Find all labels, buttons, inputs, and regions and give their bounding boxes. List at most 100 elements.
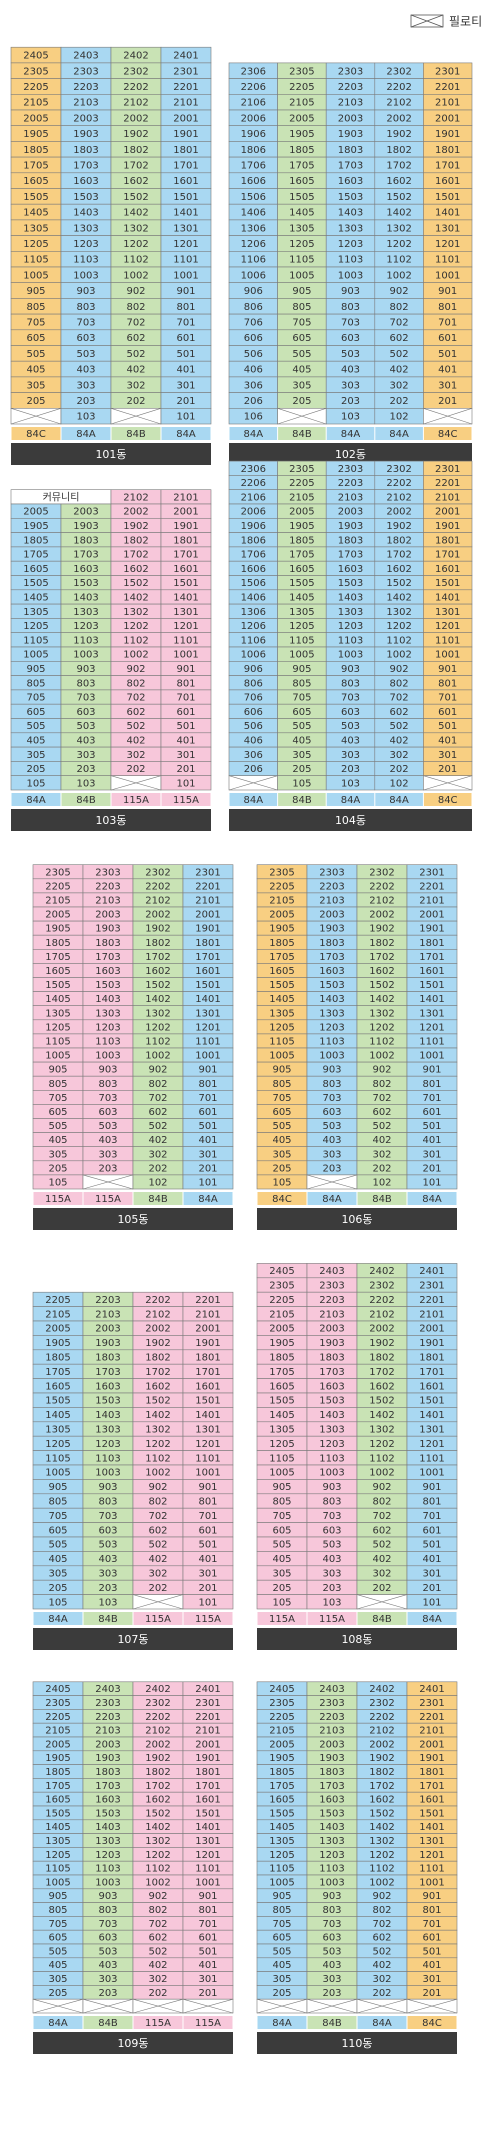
type-label: 84A: [26, 795, 46, 806]
type-cell: [183, 1612, 233, 1625]
unit-number: 505: [272, 1946, 291, 1957]
unit-number: 801: [176, 302, 195, 313]
unit-number: 2205: [45, 1712, 70, 1723]
unit-number: 1603: [95, 966, 120, 977]
unit-number: 1902: [369, 1753, 394, 1764]
unit-number: 505: [48, 1121, 67, 1132]
unit-number: 1401: [419, 1822, 444, 1833]
unit-number: 1306: [241, 223, 266, 234]
unit-number: 1205: [45, 1022, 70, 1033]
unit-number: 1001: [195, 1468, 220, 1479]
unit-number: 2202: [123, 82, 148, 93]
unit-number: 1903: [95, 924, 120, 935]
type-cell: [357, 1612, 407, 1625]
unit-number: 501: [438, 349, 457, 360]
unit-number: 102: [390, 778, 409, 789]
unit-number: 2202: [145, 1295, 170, 1306]
unit-number: 2203: [338, 478, 363, 489]
unit-number: 503: [322, 1121, 341, 1132]
unit-number: 503: [341, 721, 360, 732]
unit-number: 1001: [173, 650, 198, 661]
unit-number: 201: [422, 1583, 441, 1594]
unit-number: 2005: [45, 910, 70, 921]
unit-number: 1401: [173, 592, 198, 603]
unit-number: 202: [126, 396, 145, 407]
unit-number: 902: [390, 286, 409, 297]
type-label: 84A: [244, 795, 264, 806]
unit-number: 1701: [419, 952, 444, 963]
unit-number: 2301: [195, 867, 220, 878]
type-label: 84A: [176, 429, 196, 440]
unit-number: 1505: [289, 192, 314, 203]
unit-number: 1706: [241, 550, 266, 561]
type-label: 84A: [76, 429, 96, 440]
unit-number: 2102: [369, 895, 394, 906]
unit-number: 1501: [195, 1808, 220, 1819]
unit-number: 1803: [95, 1767, 120, 1778]
unit-number: 805: [48, 1079, 67, 1090]
unit-number: 603: [322, 1107, 341, 1118]
unit-number: 203: [76, 396, 95, 407]
unit-number: 2003: [95, 1739, 120, 1750]
unit-number: 205: [26, 764, 45, 775]
unit-number: 1802: [123, 145, 148, 156]
unit-number: 2302: [145, 1698, 170, 1709]
unit-number: 1103: [338, 635, 363, 646]
unit-number: 705: [26, 317, 45, 328]
unit-number: 1606: [241, 176, 266, 187]
unit-cell: [406, 1594, 458, 1610]
unit-number: 1903: [319, 924, 344, 935]
building-name: 103동: [95, 814, 126, 827]
unit-number: 505: [292, 349, 311, 360]
unit-number: 1805: [45, 938, 70, 949]
unit-number: 2001: [435, 507, 460, 518]
unit-number: 2305: [289, 464, 314, 475]
unit-number: 1503: [338, 578, 363, 589]
unit-number: 303: [98, 1569, 117, 1580]
unit-number: 2101: [173, 492, 198, 503]
unit-number: 1401: [173, 208, 198, 219]
unit-number: 1605: [23, 564, 48, 575]
unit-number: 901: [176, 664, 195, 675]
unit-number: 1901: [195, 1338, 220, 1349]
unit-number: 2001: [195, 910, 220, 921]
unit-number: 1301: [195, 1836, 220, 1847]
unit-number: 2202: [386, 82, 411, 93]
unit-number: 2303: [319, 1698, 344, 1709]
unit-number: 2103: [319, 895, 344, 906]
unit-number: 2202: [145, 1712, 170, 1723]
unit-number: 1505: [45, 1808, 70, 1819]
unit-number: 1805: [23, 535, 48, 546]
unit-number: 1702: [123, 160, 148, 171]
unit-number: 2003: [319, 1739, 344, 1750]
type-label: 84A: [341, 429, 361, 440]
unit-number: 602: [390, 707, 409, 718]
unit-number: 905: [26, 286, 45, 297]
unit-number: 2103: [319, 1726, 344, 1737]
unit-number: 1501: [435, 192, 460, 203]
type-label: 84B: [126, 429, 146, 440]
unit-number: 1805: [289, 535, 314, 546]
type-cell: [33, 1192, 83, 1205]
unit-number: 1802: [145, 1353, 170, 1364]
unit-number: 1601: [195, 966, 220, 977]
unit-number: 1305: [45, 1425, 70, 1436]
unit-number: 1702: [145, 1781, 170, 1792]
unit-number: 1802: [123, 535, 148, 546]
unit-number: 2301: [419, 1281, 444, 1292]
type-cell: [229, 793, 278, 806]
unit-number: 2203: [95, 881, 120, 892]
unit-number: 1803: [338, 145, 363, 156]
unit-number: 902: [148, 1891, 167, 1902]
unit-number: 801: [422, 1905, 441, 1916]
unit-number: 1206: [241, 239, 266, 250]
unit-number: 403: [98, 1960, 117, 1971]
unit-number: 2103: [319, 1309, 344, 1320]
unit-number: 706: [244, 317, 263, 328]
unit-number: 302: [148, 1149, 167, 1160]
unit-number: 703: [98, 1093, 117, 1104]
type-label: 115A: [45, 1194, 71, 1205]
unit-number: 1003: [95, 1877, 120, 1888]
unit-number: 2305: [289, 66, 314, 77]
unit-number: 401: [176, 365, 195, 376]
